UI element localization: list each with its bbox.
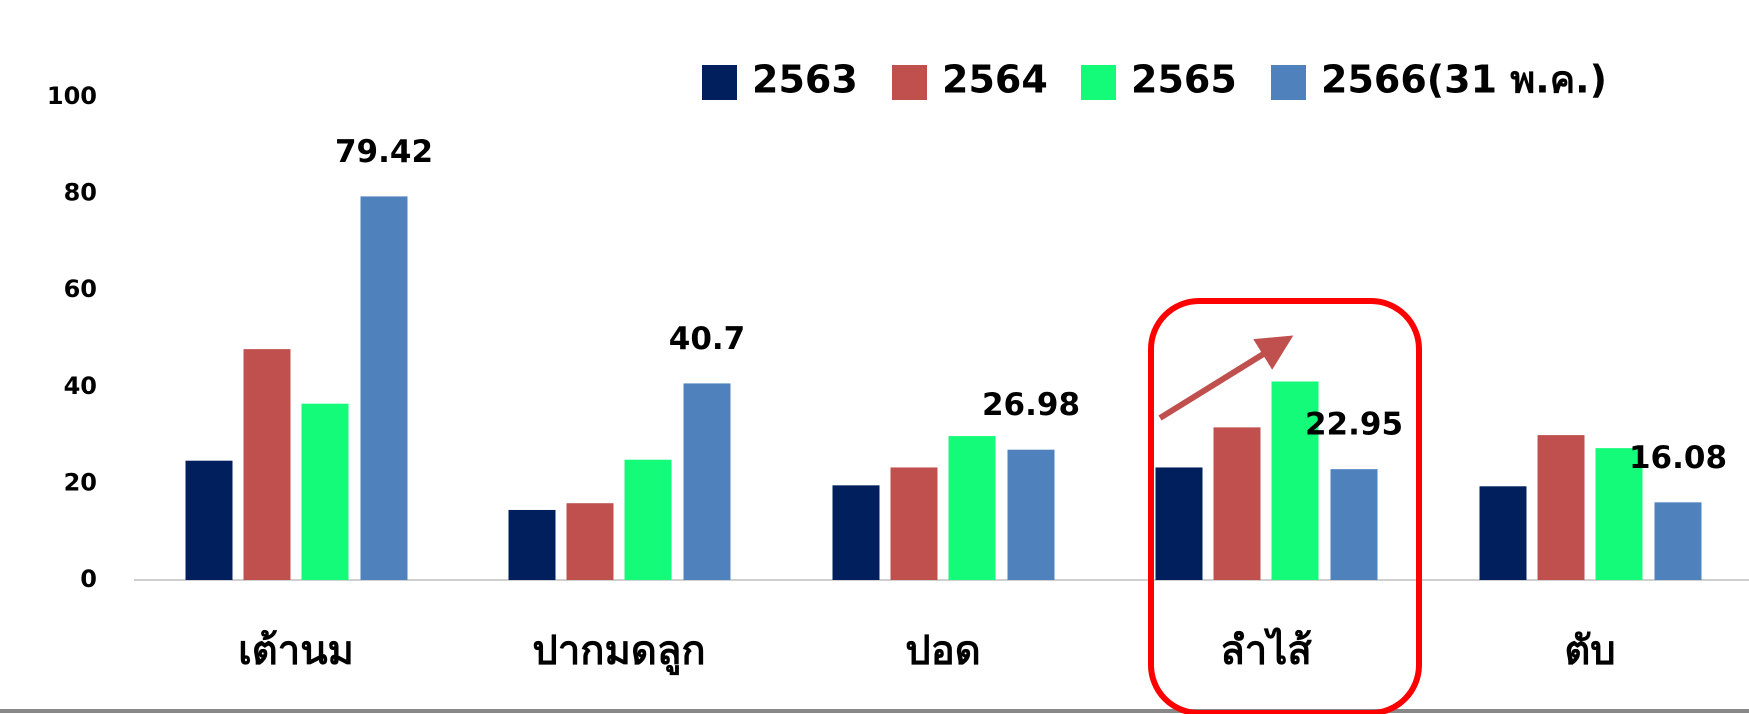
- trend-arrow: [1158, 335, 1294, 421]
- bar: [508, 509, 556, 580]
- legend-swatch: [892, 65, 927, 100]
- x-tick-label: ปากมดลูก: [532, 628, 705, 675]
- value-label: 79.42: [335, 134, 433, 170]
- bar: [1479, 486, 1527, 580]
- bar: [1537, 435, 1585, 580]
- legend-swatch: [702, 65, 737, 100]
- bar: [1213, 427, 1261, 580]
- bar: [301, 403, 349, 580]
- y-tick-label: 20: [64, 468, 97, 496]
- value-label: 16.08: [1629, 440, 1727, 476]
- bar: [1007, 449, 1055, 580]
- bar: [566, 503, 614, 580]
- value-label: 26.98: [982, 387, 1080, 423]
- x-tick-label: ลำไส้: [1220, 627, 1312, 674]
- x-tick-label: ตับ: [1564, 628, 1615, 674]
- bar: [1155, 467, 1203, 580]
- legend-label: 2565: [1131, 58, 1237, 102]
- highlight-box: [1148, 298, 1422, 714]
- value-label: 22.95: [1305, 407, 1403, 443]
- x-tick-label: ปอด: [905, 628, 980, 674]
- bar: [624, 459, 672, 580]
- bar: [243, 349, 291, 580]
- bar: [1330, 469, 1378, 580]
- bar: [890, 467, 938, 580]
- bar: [1654, 502, 1702, 580]
- legend-label: 2564: [942, 58, 1048, 102]
- bar: [683, 383, 731, 580]
- legend-label: 2563: [752, 58, 858, 102]
- bar: [1271, 381, 1319, 580]
- y-tick-label: 80: [64, 179, 97, 207]
- y-tick-label: 100: [47, 82, 97, 110]
- y-tick-label: 40: [64, 372, 97, 400]
- bar: [832, 485, 880, 580]
- bar: [360, 196, 408, 580]
- legend-label: 2566(31 พ.ค.): [1321, 58, 1607, 102]
- bar: [185, 460, 233, 580]
- x-tick-label: เต้านม: [238, 628, 354, 674]
- y-tick-label: 0: [80, 565, 97, 593]
- y-tick-label: 60: [64, 275, 97, 303]
- bar: [948, 436, 996, 580]
- legend-swatch: [1081, 65, 1116, 100]
- value-label: 40.7: [669, 321, 746, 357]
- legend-swatch: [1271, 65, 1306, 100]
- bar: [1595, 448, 1643, 580]
